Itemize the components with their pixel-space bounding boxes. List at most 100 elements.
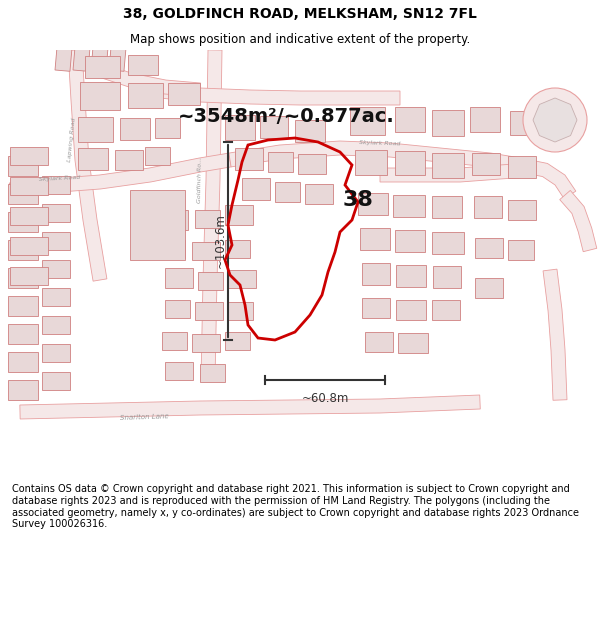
- Bar: [358, 193, 388, 215]
- Text: 38: 38: [343, 190, 373, 210]
- Bar: [78, 117, 113, 142]
- Text: ~103.6m: ~103.6m: [214, 214, 227, 269]
- Bar: [198, 272, 223, 290]
- Polygon shape: [560, 191, 597, 252]
- Bar: [8, 184, 38, 204]
- Bar: [165, 268, 193, 288]
- Bar: [192, 334, 220, 352]
- Bar: [350, 107, 385, 135]
- Bar: [10, 237, 48, 255]
- Bar: [78, 148, 108, 170]
- Bar: [242, 178, 270, 200]
- Bar: [42, 204, 70, 222]
- Text: Lapwing Road: Lapwing Road: [67, 118, 77, 162]
- Polygon shape: [10, 153, 231, 197]
- Bar: [365, 332, 393, 352]
- Text: Skylark Road: Skylark Road: [39, 174, 81, 182]
- Bar: [128, 83, 163, 108]
- Bar: [55, 48, 72, 71]
- Bar: [396, 265, 426, 287]
- Bar: [228, 270, 256, 288]
- Bar: [168, 83, 200, 105]
- Bar: [42, 232, 70, 250]
- Bar: [8, 212, 38, 232]
- Bar: [396, 300, 426, 320]
- Bar: [145, 147, 170, 165]
- Polygon shape: [149, 83, 400, 105]
- Bar: [225, 240, 250, 258]
- Bar: [225, 332, 250, 350]
- Bar: [10, 147, 48, 165]
- Bar: [165, 362, 193, 380]
- Text: ~3548m²/~0.877ac.: ~3548m²/~0.877ac.: [178, 107, 395, 126]
- Bar: [115, 150, 143, 170]
- Bar: [540, 118, 565, 140]
- Bar: [228, 302, 253, 320]
- Bar: [8, 240, 38, 260]
- Bar: [510, 111, 538, 135]
- Bar: [305, 184, 333, 204]
- Bar: [73, 48, 90, 71]
- Circle shape: [523, 88, 587, 152]
- Bar: [192, 242, 220, 260]
- Bar: [393, 195, 425, 217]
- Bar: [432, 110, 464, 136]
- Bar: [195, 302, 223, 320]
- Bar: [42, 372, 70, 390]
- Bar: [165, 300, 190, 318]
- Bar: [268, 152, 293, 172]
- Bar: [195, 210, 220, 228]
- Text: Contains OS data © Crown copyright and database right 2021. This information is : Contains OS data © Crown copyright and d…: [12, 484, 579, 529]
- Bar: [200, 364, 225, 382]
- Text: Map shows position and indicative extent of the property.: Map shows position and indicative extent…: [130, 32, 470, 46]
- Polygon shape: [489, 153, 576, 199]
- Bar: [225, 205, 253, 225]
- Bar: [362, 298, 390, 318]
- Polygon shape: [229, 141, 491, 167]
- Bar: [432, 196, 462, 218]
- Bar: [109, 48, 126, 71]
- Text: Snarlton Lane: Snarlton Lane: [120, 413, 169, 421]
- Polygon shape: [98, 63, 200, 97]
- Bar: [10, 207, 48, 225]
- Bar: [508, 200, 536, 220]
- Bar: [398, 333, 428, 353]
- Text: 38, GOLDFINCH ROAD, MELKSHAM, SN12 7FL: 38, GOLDFINCH ROAD, MELKSHAM, SN12 7FL: [123, 7, 477, 21]
- Bar: [395, 151, 425, 175]
- Bar: [235, 148, 263, 170]
- Bar: [472, 153, 500, 175]
- Bar: [85, 56, 120, 78]
- Bar: [508, 240, 534, 260]
- Bar: [10, 267, 48, 285]
- Bar: [432, 232, 464, 254]
- Polygon shape: [380, 163, 530, 182]
- Bar: [155, 118, 180, 138]
- Bar: [120, 118, 150, 140]
- Bar: [8, 268, 38, 288]
- Bar: [42, 316, 70, 334]
- Bar: [8, 156, 38, 176]
- Bar: [298, 154, 326, 174]
- Bar: [508, 156, 536, 178]
- Text: ~60.8m: ~60.8m: [301, 392, 349, 405]
- Bar: [8, 352, 38, 372]
- Bar: [225, 115, 255, 140]
- Polygon shape: [543, 269, 567, 400]
- Bar: [395, 230, 425, 252]
- Bar: [91, 48, 108, 71]
- Polygon shape: [533, 98, 577, 142]
- Bar: [8, 380, 38, 400]
- Polygon shape: [201, 50, 222, 380]
- Bar: [275, 182, 300, 202]
- Bar: [260, 116, 288, 138]
- Polygon shape: [68, 49, 107, 281]
- Bar: [475, 278, 503, 298]
- Bar: [432, 153, 464, 178]
- Bar: [295, 120, 325, 142]
- Polygon shape: [20, 395, 480, 419]
- Bar: [42, 344, 70, 362]
- Text: Goldfinch Ro...: Goldfinch Ro...: [197, 157, 203, 203]
- Bar: [474, 196, 502, 218]
- Bar: [395, 107, 425, 132]
- Bar: [470, 107, 500, 132]
